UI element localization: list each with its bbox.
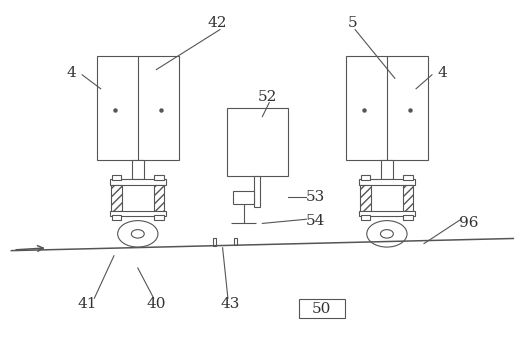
Bar bbox=[110, 179, 165, 185]
Text: 50: 50 bbox=[312, 302, 331, 316]
Circle shape bbox=[367, 221, 407, 247]
Bar bbox=[154, 175, 164, 180]
Bar bbox=[361, 175, 370, 180]
Bar bbox=[403, 215, 413, 220]
Bar bbox=[213, 238, 216, 246]
Text: 4: 4 bbox=[438, 66, 447, 80]
Text: 43: 43 bbox=[221, 298, 240, 311]
Bar bbox=[227, 108, 287, 176]
Bar bbox=[359, 179, 414, 185]
Bar bbox=[299, 299, 344, 318]
Bar bbox=[253, 176, 261, 207]
Bar bbox=[359, 211, 414, 216]
Bar bbox=[96, 56, 179, 160]
Bar bbox=[110, 211, 165, 216]
Text: 40: 40 bbox=[147, 298, 166, 311]
Text: 41: 41 bbox=[78, 298, 97, 311]
Text: 42: 42 bbox=[208, 16, 227, 30]
Text: 4: 4 bbox=[67, 66, 76, 80]
Bar bbox=[154, 215, 164, 220]
Bar bbox=[403, 185, 413, 211]
Bar bbox=[112, 215, 121, 220]
Text: 96: 96 bbox=[460, 216, 479, 230]
Bar bbox=[154, 185, 164, 211]
Bar bbox=[132, 160, 144, 179]
Text: 54: 54 bbox=[306, 214, 325, 228]
Bar bbox=[111, 185, 122, 211]
Text: 52: 52 bbox=[258, 90, 277, 104]
Text: 53: 53 bbox=[306, 190, 325, 204]
Circle shape bbox=[118, 221, 158, 247]
Bar bbox=[381, 160, 393, 179]
Bar bbox=[360, 185, 371, 211]
Bar bbox=[233, 191, 253, 204]
Text: 5: 5 bbox=[348, 16, 357, 30]
Bar bbox=[346, 56, 428, 160]
Circle shape bbox=[381, 230, 393, 238]
Bar bbox=[234, 238, 237, 245]
Bar bbox=[403, 175, 413, 180]
Bar bbox=[361, 215, 370, 220]
Circle shape bbox=[131, 230, 144, 238]
Bar bbox=[112, 175, 121, 180]
